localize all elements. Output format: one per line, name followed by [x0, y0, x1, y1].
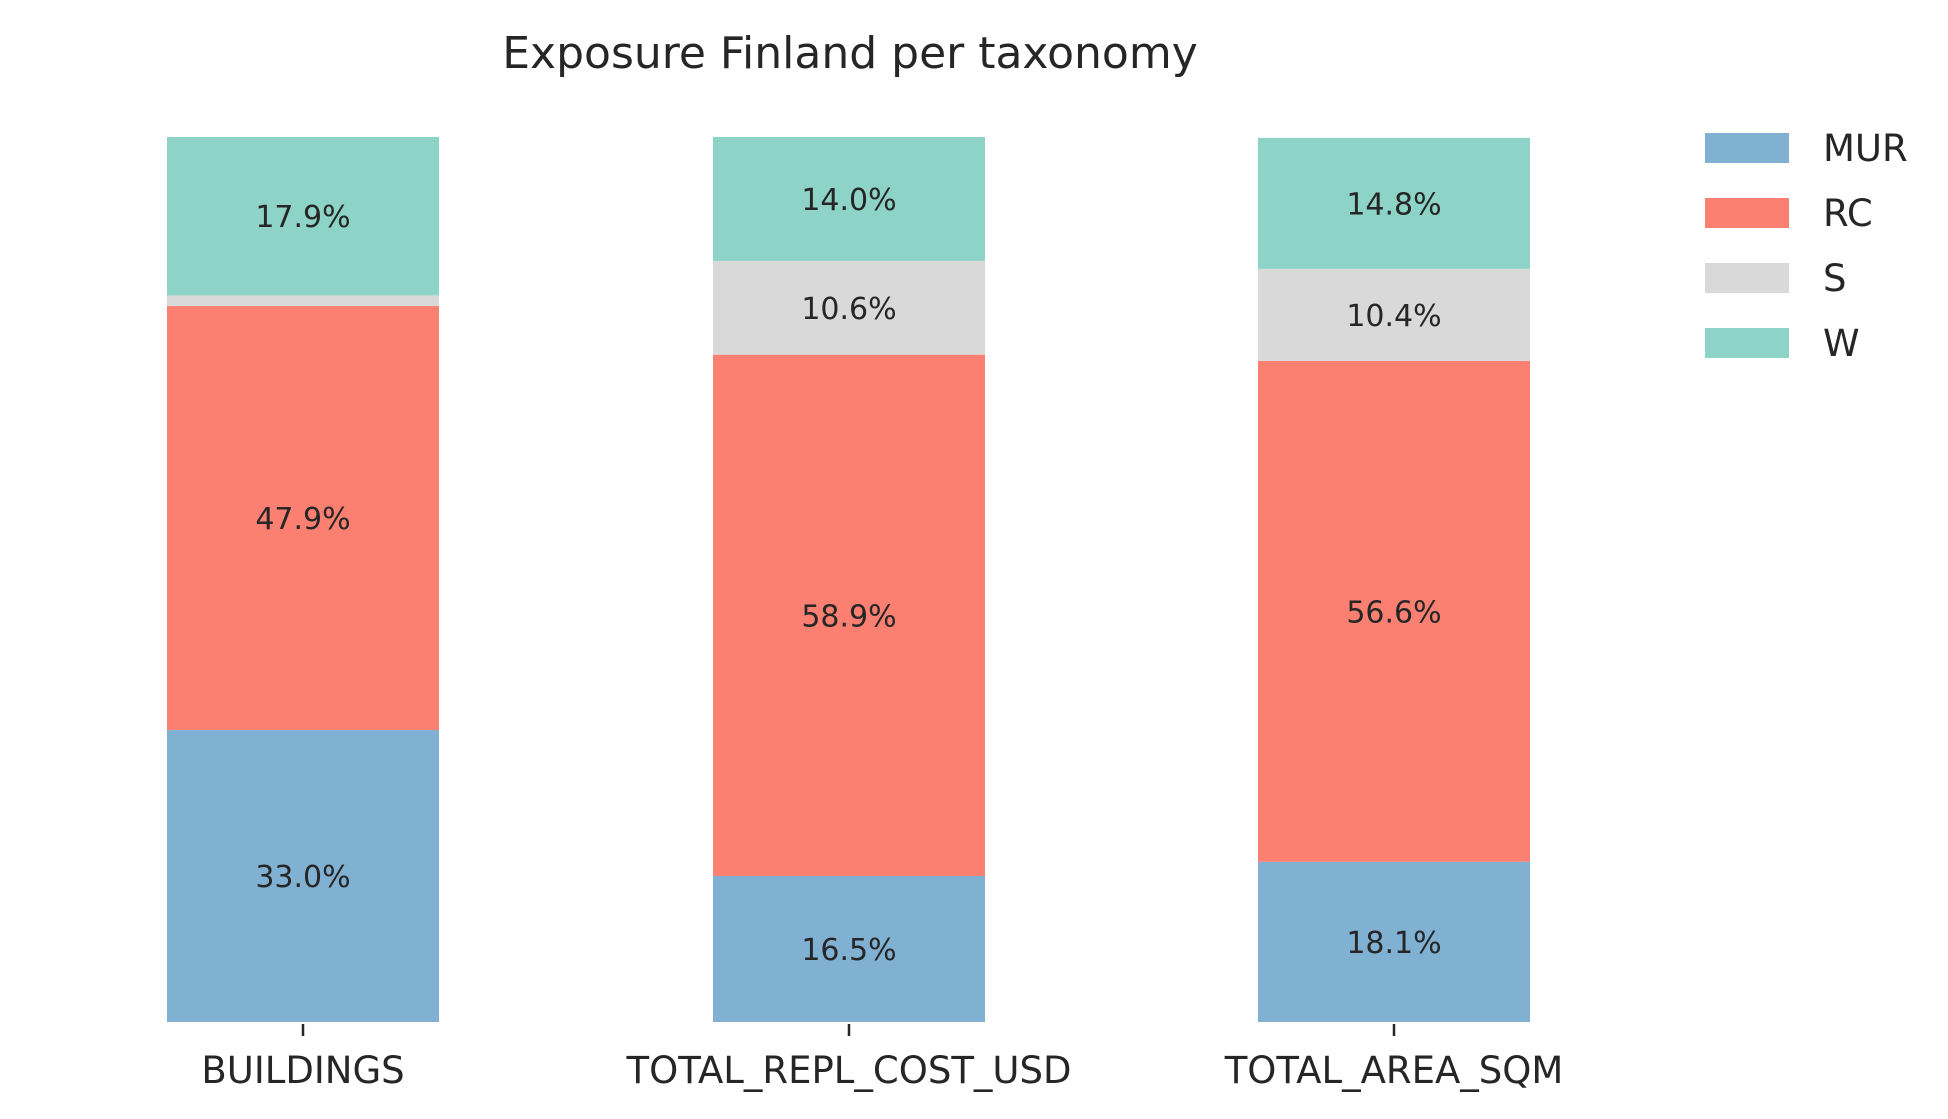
legend-swatch-w	[1705, 328, 1789, 358]
data-labels-layer: 33.0% 47.9% 17.9% 16.5% 58.9% 10.6% 14.0% 18.1%…	[255, 183, 1441, 968]
legend-label-w: W	[1823, 322, 1860, 365]
bar-segment-mur-total-area-sqm	[1258, 861, 1530, 1022]
data-label-mur-buildings: 33.0%	[255, 860, 350, 895]
x-tick-label: BUILDINGS	[201, 1049, 404, 1092]
data-label-w-buildings: 17.9%	[255, 200, 350, 235]
data-label-rc-total-repl-cost-usd: 58.9%	[801, 599, 896, 634]
bar-segment-rc-total-area-sqm	[1258, 360, 1530, 862]
legend-label-mur: MUR	[1823, 127, 1908, 170]
data-label-w-total-area-sqm: 14.8%	[1346, 187, 1441, 222]
bar-segment-mur-total-repl-cost-usd	[713, 875, 985, 1022]
x-tick-label: TOTAL_AREA_SQM	[1224, 1049, 1564, 1092]
bar-segment-s-buildings	[167, 295, 439, 307]
chart-title: Exposure Finland per taxonomy	[502, 28, 1198, 79]
bars-layer	[167, 137, 1530, 1022]
data-label-s-total-area-sqm: 10.4%	[1346, 299, 1441, 334]
legend-swatch-mur	[1705, 133, 1789, 163]
legend-label-rc: RC	[1823, 192, 1873, 235]
bar-segment-w-total-area-sqm	[1258, 137, 1530, 269]
data-label-rc-total-area-sqm: 56.6%	[1346, 595, 1441, 630]
bar-segment-w-total-repl-cost-usd	[713, 137, 985, 261]
bar-segment-s-total-area-sqm	[1258, 268, 1530, 361]
bar-segment-mur-buildings	[167, 729, 439, 1022]
bar-segment-w-buildings	[167, 137, 439, 296]
legend-swatch-s	[1705, 263, 1789, 293]
data-label-s-total-repl-cost-usd: 10.6%	[801, 292, 896, 327]
bar-segment-rc-total-repl-cost-usd	[713, 354, 985, 876]
data-label-w-total-repl-cost-usd: 14.0%	[801, 183, 896, 218]
data-label-mur-total-area-sqm: 18.1%	[1346, 926, 1441, 961]
legend-label-s: S	[1823, 257, 1847, 300]
legend: MUR RC SW	[1705, 127, 1908, 365]
x-axis: BUILDINGS TOTAL_REPL_COST_USD TOTAL_AREA_S…	[201, 1024, 1563, 1092]
legend-swatch-rc	[1705, 198, 1789, 228]
bar-segment-rc-buildings	[167, 306, 439, 730]
data-label-rc-buildings: 47.9%	[255, 502, 350, 537]
x-tick-label: TOTAL_REPL_COST_USD	[626, 1049, 1072, 1092]
data-label-mur-total-repl-cost-usd: 16.5%	[801, 933, 896, 968]
bar-segment-s-total-repl-cost-usd	[713, 260, 985, 355]
